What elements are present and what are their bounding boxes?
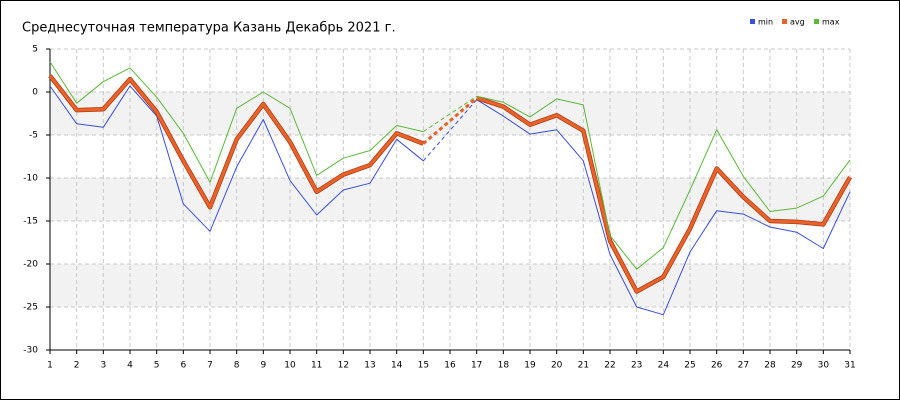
x-tick-label: 7 [207, 361, 213, 371]
gap-bridge [423, 95, 477, 132]
x-tick-label: 20 [551, 361, 563, 371]
legend-label: min [758, 18, 773, 27]
legend-swatch [782, 19, 787, 24]
x-tick-label: 23 [631, 361, 642, 371]
x-tick-label: 9 [260, 361, 266, 371]
x-tick-label: 30 [818, 361, 830, 371]
x-tick-label: 18 [498, 361, 510, 371]
band [50, 264, 850, 307]
gap-bridge [422, 96, 478, 145]
x-tick-label: 19 [524, 361, 536, 371]
y-tick-label: -10 [23, 174, 38, 184]
y-tick-label: 5 [32, 45, 38, 55]
x-tick-label: 5 [154, 361, 160, 371]
x-tick-label: 4 [127, 361, 133, 371]
legend-label: avg [790, 18, 805, 27]
x-tick-label: 13 [364, 361, 375, 371]
line [49, 61, 851, 270]
x-tick-label: 24 [658, 361, 670, 371]
chart-title: Среднесуточная температура Казань Декабр… [22, 21, 396, 36]
legend-swatch [750, 19, 755, 24]
x-tick-label: 16 [444, 361, 456, 371]
x-tick-label: 21 [578, 361, 589, 371]
line [48, 74, 852, 293]
x-tick-label: 1 [47, 361, 53, 371]
x-tick-label: 8 [234, 361, 240, 371]
x-tick-label: 3 [100, 361, 106, 371]
legend-label: max [822, 18, 840, 27]
x-tick-label: 11 [311, 361, 322, 371]
y-tick-label: -15 [23, 217, 38, 227]
x-tick-label: 10 [284, 361, 296, 371]
y-tick-label: -25 [23, 303, 38, 313]
line [49, 85, 851, 316]
x-tick-label: 15 [418, 361, 429, 371]
x-tick-label: 2 [74, 361, 80, 371]
x-tick-label: 28 [764, 361, 776, 371]
x-tick-label: 6 [180, 361, 186, 371]
y-tick-label: 0 [32, 88, 38, 98]
x-tick-label: 25 [684, 361, 695, 371]
x-tick-label: 27 [738, 361, 749, 371]
x-tick-label: 12 [338, 361, 349, 371]
x-tick-label: 31 [844, 361, 855, 371]
y-tick-label: -30 [23, 346, 38, 356]
x-tick-label: 26 [711, 361, 723, 371]
x-tick-label: 29 [791, 361, 803, 371]
x-tick-label: 14 [391, 361, 403, 371]
y-tick-label: -20 [23, 260, 38, 270]
legend-swatch [814, 19, 819, 24]
x-tick-label: 17 [471, 361, 482, 371]
y-tick-label: -5 [29, 131, 38, 141]
x-tick-label: 22 [604, 361, 615, 371]
